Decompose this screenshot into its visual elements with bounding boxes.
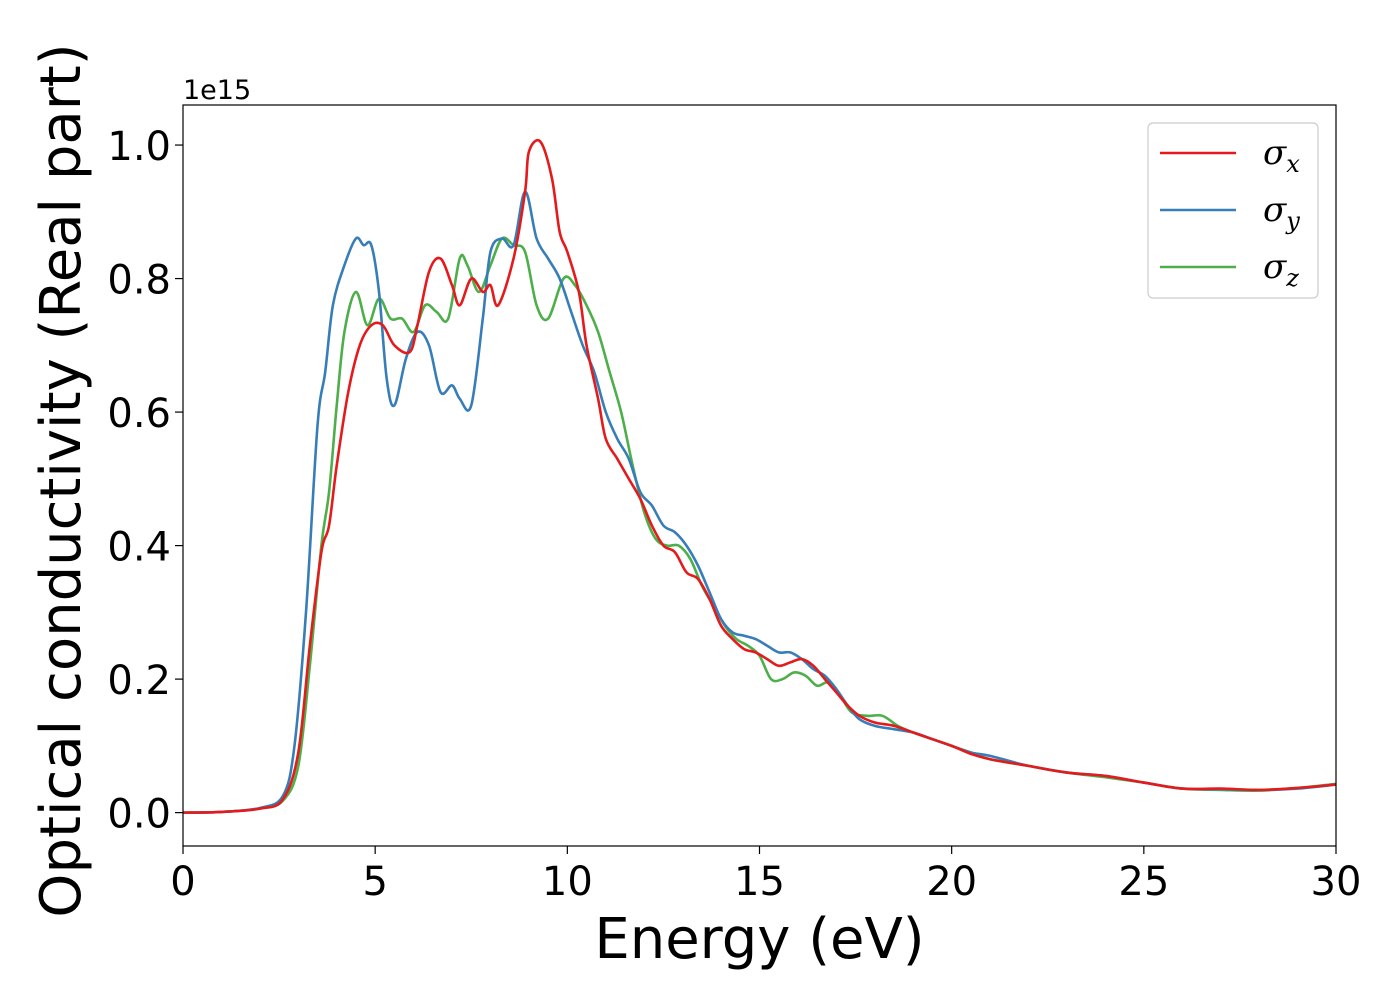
series-line-sigma-z xyxy=(183,236,1336,814)
series-layer xyxy=(183,138,1336,814)
y-tick-label: 0.0 xyxy=(107,792,171,838)
legend-label-sigma-x: σx xyxy=(1263,133,1300,178)
y-tick-label: 1.0 xyxy=(107,124,171,170)
series-line-sigma-x xyxy=(183,138,1336,814)
y-tick-label: 0.8 xyxy=(107,258,171,304)
y-axis-ticks: 0.0 0.2 0.4 0.6 0.8 1.0 xyxy=(107,124,183,838)
x-tick-label: 20 xyxy=(926,859,977,905)
x-tick-label: 15 xyxy=(734,859,785,905)
legend-label-sigma-y: σy xyxy=(1263,190,1300,235)
x-tick-label: 25 xyxy=(1118,859,1169,905)
legend: σx σy σz xyxy=(1147,122,1319,299)
y-tick-label: 0.6 xyxy=(107,391,171,437)
y-axis-label: Optical conductivity (Real part) xyxy=(29,43,94,917)
x-tick-label: 10 xyxy=(542,859,593,905)
x-tick-label: 5 xyxy=(362,859,387,905)
x-axis-ticks: 0 5 10 15 20 25 30 xyxy=(170,846,1361,905)
x-tick-label: 0 xyxy=(170,859,195,905)
y-offset-label: 1e15 xyxy=(183,75,251,106)
y-tick-label: 0.4 xyxy=(107,525,171,571)
legend-label-sigma-z: σz xyxy=(1263,247,1299,292)
y-tick-label: 0.2 xyxy=(107,658,171,704)
x-axis-label: Energy (eV) xyxy=(594,907,924,972)
x-tick-label: 30 xyxy=(1311,859,1362,905)
